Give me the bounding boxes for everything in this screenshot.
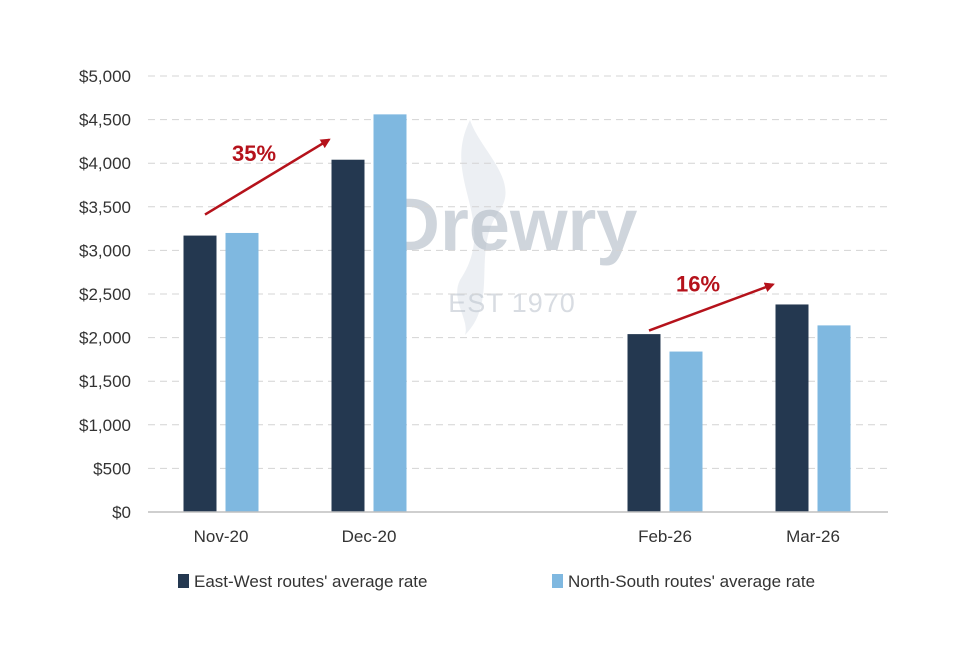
- growth-label: 35%: [232, 141, 276, 166]
- y-tick-label: $1,500: [79, 372, 131, 391]
- bar-north-south-feb-26: [669, 351, 703, 512]
- y-tick-label: $0: [112, 503, 131, 522]
- y-tick-label: $500: [93, 459, 131, 478]
- bar-north-south-mar-26: [817, 325, 851, 512]
- watermark: Drewry EST 1970: [387, 120, 638, 335]
- watermark-flame-icon: [457, 120, 506, 335]
- y-tick-label: $5,000: [79, 67, 131, 86]
- x-tick-label: Nov-20: [194, 527, 249, 546]
- y-tick-label: $2,500: [79, 285, 131, 304]
- y-tick-label: $3,500: [79, 198, 131, 217]
- bars: [183, 114, 851, 513]
- watermark-logo-text: Drewry: [387, 183, 638, 266]
- x-tick-label: Dec-20: [342, 527, 397, 546]
- annotations: 35% 16%: [204, 138, 775, 332]
- x-axis: Nov-20 Dec-20 Feb-26 Mar-26: [194, 527, 840, 546]
- bar-east-west-feb-26: [627, 334, 661, 512]
- bar-north-south-nov-20: [225, 232, 259, 512]
- growth-label: 16%: [676, 272, 720, 297]
- legend-label: North-South routes' average rate: [568, 572, 815, 591]
- y-tick-label: $3,000: [79, 241, 131, 260]
- y-tick-label: $2,000: [79, 329, 131, 348]
- growth-arrow: [648, 282, 775, 332]
- legend: East-West routes' average rate North-Sout…: [178, 572, 815, 591]
- y-axis: $0 $500 $1,000 $1,500 $2,000 $2,500 $3,000 $3,5…: [79, 67, 131, 522]
- y-tick-label: $1,000: [79, 416, 131, 435]
- legend-label: East-West routes' average rate: [194, 572, 427, 591]
- x-tick-label: Mar-26: [786, 527, 840, 546]
- bar-east-west-mar-26: [775, 304, 809, 512]
- legend-swatch: [552, 574, 563, 588]
- legend-swatch: [178, 574, 189, 588]
- y-tick-label: $4,000: [79, 154, 131, 173]
- y-tick-label: $4,500: [79, 111, 131, 130]
- growth-arrow: [204, 138, 331, 216]
- bar-north-south-dec-20: [373, 114, 407, 513]
- watermark-est-text: EST 1970: [448, 288, 576, 318]
- x-tick-label: Feb-26: [638, 527, 692, 546]
- bar-east-west-dec-20: [331, 159, 365, 512]
- bar-east-west-nov-20: [183, 235, 217, 513]
- gridlines: [148, 75, 888, 469]
